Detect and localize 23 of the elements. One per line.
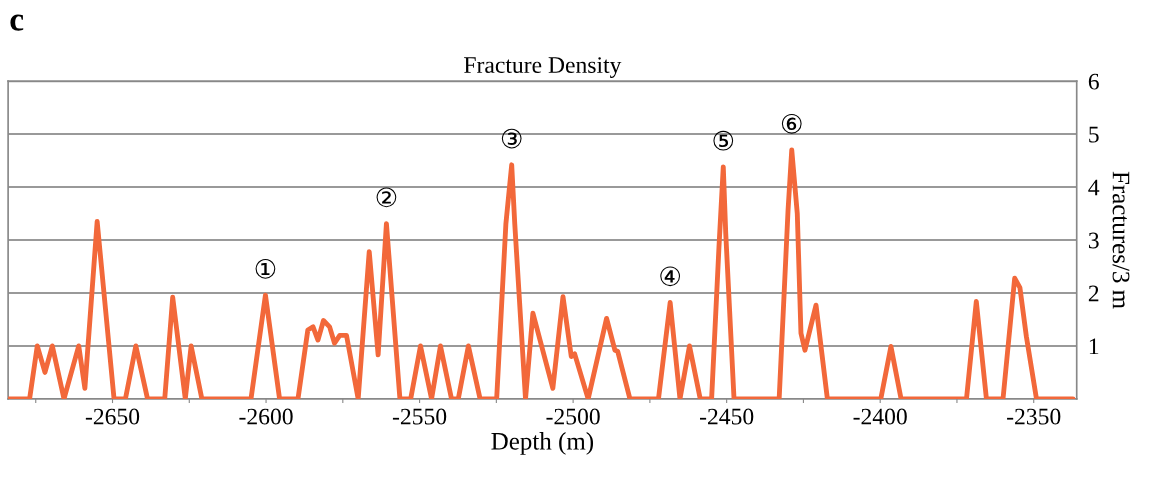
x-tick-label: -2550 <box>392 408 447 425</box>
annotation: ② <box>376 187 397 208</box>
y-tick-label: 2 <box>1088 285 1099 302</box>
x-tick-label: -2650 <box>85 408 140 425</box>
y-axis-title: Fractures/3 m <box>1112 171 1130 309</box>
annotation: ③ <box>501 128 522 149</box>
x-tick-label: -2450 <box>699 408 754 425</box>
annotation: ⑥ <box>781 113 802 134</box>
x-axis-title: Depth (m) <box>491 432 594 455</box>
chart-title: Fracture Density <box>464 57 622 78</box>
y-tick-label: 1 <box>1089 338 1099 355</box>
y-tick-label: 6 <box>1088 73 1099 90</box>
x-tick-label: -2600 <box>239 408 293 425</box>
annotation: ④ <box>660 266 681 287</box>
y-tick-label: 5 <box>1089 126 1099 143</box>
x-tick-label: -2350 <box>1007 408 1061 425</box>
annotation: ⑤ <box>713 130 734 151</box>
x-tick-label: -2400 <box>853 408 907 425</box>
text: c <box>10 14 24 31</box>
y-tick-label: 3 <box>1088 232 1099 249</box>
y-tick-label: 4 <box>1088 179 1100 196</box>
annotation: ① <box>255 259 276 279</box>
x-tick-label: -2500 <box>546 408 600 425</box>
